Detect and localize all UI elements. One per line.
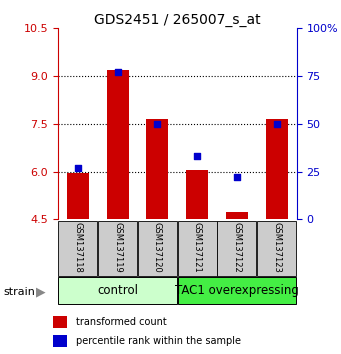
FancyBboxPatch shape [58, 277, 177, 304]
Text: GSM137121: GSM137121 [193, 222, 202, 273]
Text: percentile rank within the sample: percentile rank within the sample [76, 336, 241, 346]
Bar [266, 119, 288, 219]
Bar [53, 335, 67, 347]
Point [234, 175, 240, 180]
Bar [107, 70, 129, 219]
Point [194, 154, 200, 159]
FancyBboxPatch shape [138, 221, 177, 275]
Point [274, 121, 280, 127]
Bar [186, 170, 208, 219]
Bar [53, 316, 67, 328]
Text: GSM137122: GSM137122 [233, 222, 241, 273]
Point [115, 69, 120, 75]
Text: TAC1 overexpressing: TAC1 overexpressing [175, 284, 299, 297]
Bar [67, 173, 89, 219]
FancyBboxPatch shape [178, 221, 217, 275]
Text: transformed count: transformed count [76, 317, 167, 327]
Bar [147, 119, 168, 219]
FancyBboxPatch shape [178, 277, 296, 304]
FancyBboxPatch shape [98, 221, 137, 275]
Text: GSM137120: GSM137120 [153, 222, 162, 273]
Text: GSM137119: GSM137119 [113, 222, 122, 273]
Text: strain: strain [3, 287, 35, 297]
Point [155, 121, 160, 127]
FancyBboxPatch shape [217, 221, 256, 275]
Text: GSM137118: GSM137118 [73, 222, 83, 273]
FancyBboxPatch shape [58, 221, 98, 275]
Point [75, 165, 80, 171]
Title: GDS2451 / 265007_s_at: GDS2451 / 265007_s_at [94, 13, 261, 27]
Text: control: control [97, 284, 138, 297]
Text: GSM137123: GSM137123 [272, 222, 281, 273]
FancyBboxPatch shape [257, 221, 296, 275]
Text: ▶: ▶ [36, 286, 45, 298]
Bar [226, 211, 248, 219]
